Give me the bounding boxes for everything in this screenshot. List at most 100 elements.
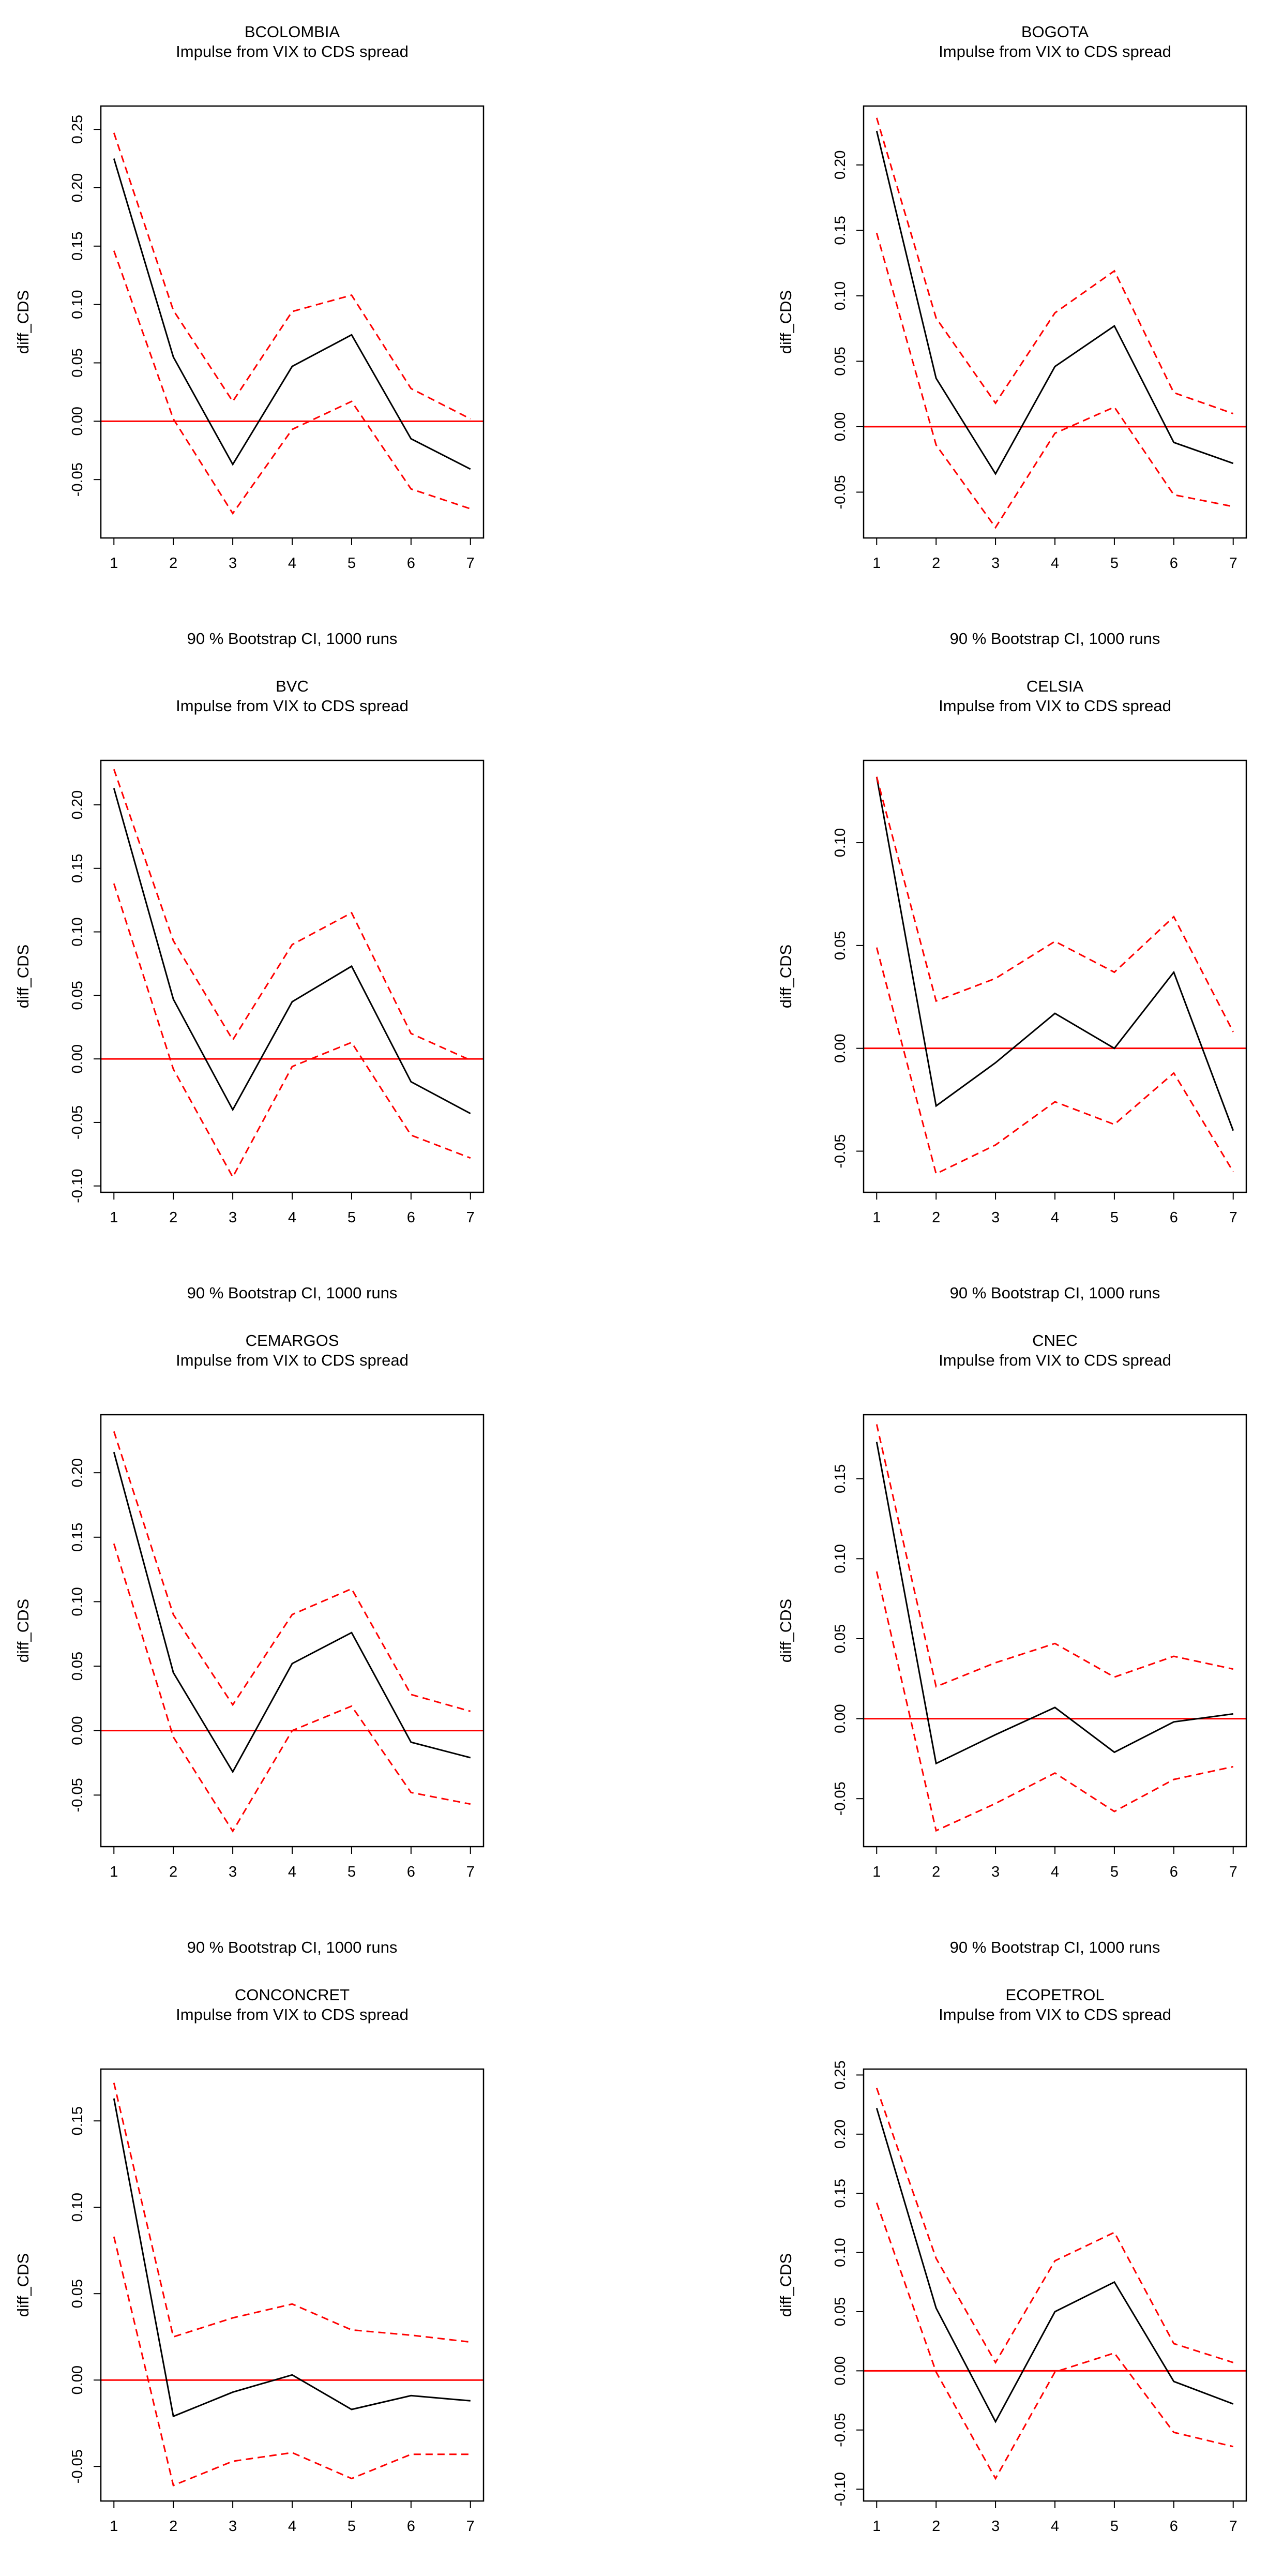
series-line-irf (113, 158, 471, 470)
y-tick-label: 0.00 (832, 1034, 849, 1062)
chart-subtitle: Impulse from VIX to CDS spread (939, 1351, 1171, 1369)
x-tick-label: 6 (1170, 1209, 1178, 1226)
y-tick-label: -0.05 (69, 1105, 86, 1140)
x-tick-label: 1 (110, 1864, 118, 1880)
chart-subtitle: Impulse from VIX to CDS spread (176, 697, 409, 715)
series-line-irf (113, 1451, 471, 1774)
x-tick-label: 4 (288, 555, 296, 572)
chart-panel-bvc: BVC Impulse from VIX to CDS spread diff_CD… (14, 677, 485, 1302)
x-tick-label: 5 (348, 1209, 356, 1226)
y-tick-label: 0.25 (69, 115, 86, 144)
x-tick-label: 7 (1229, 2518, 1237, 2535)
y-tick-label: 0.10 (832, 2238, 849, 2267)
x-tick-label: 3 (991, 555, 1000, 572)
x-tick-label: 5 (1110, 555, 1119, 572)
x-tick-label: 6 (407, 555, 415, 572)
x-axis-label: 90 % Bootstrap CI, 1000 runs (950, 1284, 1160, 1302)
y-tick-label: 0.00 (832, 1704, 849, 1733)
x-tick-label: 3 (991, 1209, 1000, 1226)
series-line-upper (875, 2088, 1234, 2364)
series-line-irf (113, 2098, 471, 2418)
x-tick-label: 3 (991, 2518, 1000, 2535)
y-tick-label: 0.05 (69, 1652, 86, 1681)
chart-panel-celsia: CELSIA Impulse from VIX to CDS spread diff… (777, 677, 1247, 1302)
y-tick-label: 0.10 (832, 828, 849, 857)
chart-title: BOGOTA (1021, 23, 1089, 41)
x-axis-label: 90 % Bootstrap CI, 1000 runs (950, 1938, 1160, 1956)
x-tick-label: 7 (1229, 555, 1237, 572)
series-line-lower (113, 1543, 471, 1833)
y-axis-label: diff_CDS (777, 945, 795, 1009)
series-line-irf (875, 130, 1234, 475)
y-tick-label: -0.05 (69, 2449, 86, 2483)
chart-subtitle: Impulse from VIX to CDS spread (176, 1351, 409, 1369)
x-axis-label: 90 % Bootstrap CI, 1000 runs (950, 630, 1160, 648)
series-line-irf (875, 776, 1234, 1131)
chart-title: CELSIA (1027, 677, 1084, 695)
y-tick-label: -0.05 (69, 1778, 86, 1812)
y-tick-label: 0.15 (69, 232, 86, 261)
y-tick-label: 0.00 (69, 407, 86, 436)
chart-subtitle: Impulse from VIX to CDS spread (939, 2005, 1171, 2024)
y-tick-label: 0.05 (832, 931, 849, 960)
y-axis-label: diff_CDS (14, 2253, 32, 2317)
x-tick-label: 4 (1051, 555, 1059, 572)
y-tick-label: 0.10 (832, 1544, 849, 1573)
y-tick-label: 0.10 (69, 290, 86, 319)
x-tick-label: 6 (1170, 1864, 1178, 1880)
y-axis-label: diff_CDS (777, 1599, 795, 1663)
x-tick-label: 1 (872, 1864, 881, 1880)
x-tick-label: 2 (932, 1209, 940, 1226)
y-tick-label: 0.20 (69, 1458, 86, 1487)
x-axis-label: 90 % Bootstrap CI, 1000 runs (187, 1938, 398, 1956)
x-tick-label: 5 (348, 2518, 356, 2535)
x-tick-label: 6 (1170, 555, 1178, 572)
series-line-lower (875, 1571, 1234, 1832)
chart-subtitle: Impulse from VIX to CDS spread (939, 42, 1171, 61)
x-tick-label: 3 (229, 2518, 237, 2535)
y-tick-label: -0.05 (832, 475, 849, 509)
x-tick-label: 2 (169, 1209, 177, 1226)
x-tick-label: 7 (466, 1864, 475, 1880)
y-tick-label: 0.15 (832, 216, 849, 245)
x-tick-label: 7 (466, 555, 475, 572)
series-line-irf (875, 2108, 1234, 2423)
series-line-upper (113, 769, 471, 1061)
series-line-upper (875, 776, 1234, 1032)
series-line-lower (113, 2236, 471, 2487)
series-line-irf (875, 1442, 1233, 1765)
y-tick-label: -0.05 (832, 2413, 849, 2447)
y-tick-label: 0.15 (69, 1523, 86, 1552)
x-tick-label: 6 (1170, 2518, 1178, 2535)
x-tick-label: 3 (229, 1209, 237, 1226)
y-tick-label: 0.05 (832, 347, 849, 376)
x-tick-label: 1 (110, 1209, 118, 1226)
series-line-upper (875, 117, 1234, 415)
x-tick-label: 4 (1051, 1209, 1059, 1226)
y-tick-label: 0.25 (832, 2060, 849, 2089)
y-tick-label: -0.05 (832, 1134, 849, 1168)
y-tick-label: 0.10 (69, 2193, 86, 2222)
y-tick-label: 0.20 (69, 173, 86, 202)
x-tick-label: 4 (1051, 2518, 1059, 2535)
x-tick-label: 3 (991, 1864, 1000, 1880)
chart-title: BCOLOMBIA (245, 23, 340, 41)
y-tick-label: 0.15 (832, 1464, 849, 1493)
x-tick-label: 7 (466, 2518, 475, 2535)
y-tick-label: 0.10 (832, 281, 849, 310)
x-tick-label: 4 (288, 1864, 296, 1880)
series-line-lower (875, 947, 1234, 1175)
x-axis-label: 90 % Bootstrap CI, 1000 runs (187, 1284, 398, 1302)
chart-title: CNEC (1032, 1331, 1078, 1350)
y-tick-label: 0.20 (832, 2120, 849, 2149)
x-tick-label: 1 (872, 555, 881, 572)
x-tick-label: 6 (407, 2518, 415, 2535)
x-tick-label: 5 (1110, 1864, 1119, 1880)
y-tick-label: -0.05 (832, 1781, 849, 1816)
x-tick-label: 7 (1229, 1864, 1237, 1880)
series-line-upper (113, 1431, 471, 1712)
